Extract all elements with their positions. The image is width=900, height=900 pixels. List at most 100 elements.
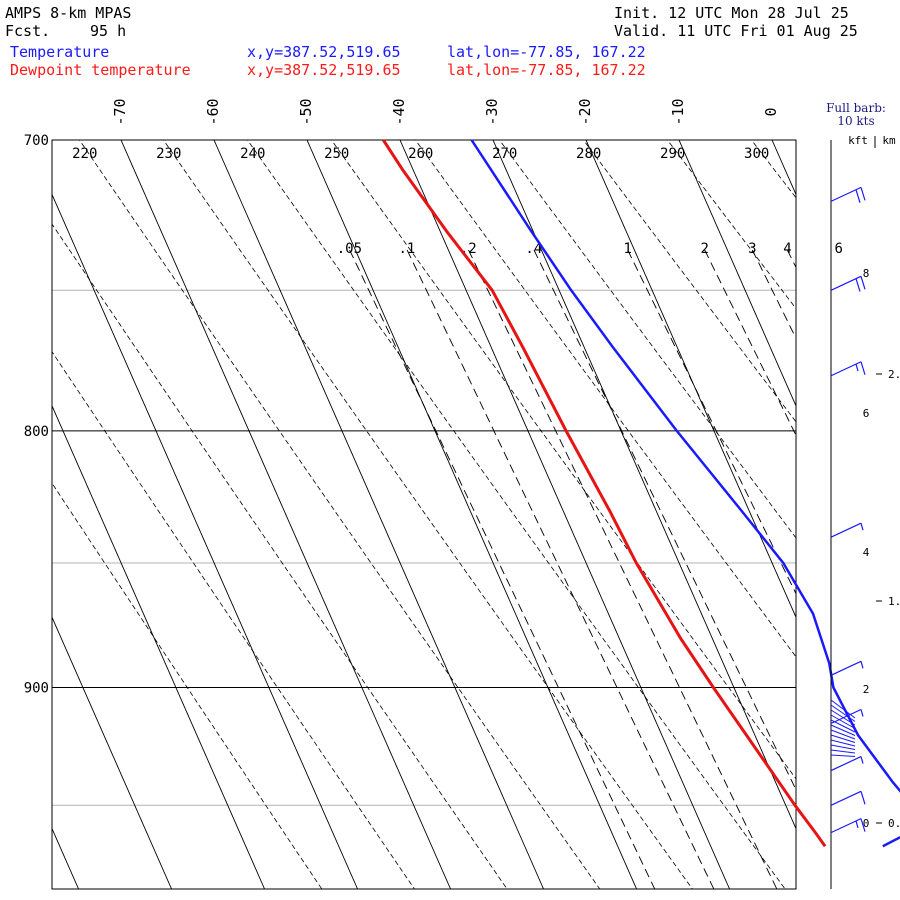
diagram-lines [52, 140, 900, 890]
isotherm--110 [52, 827, 79, 889]
wind-barb-4 [830, 660, 864, 676]
kft-tick-6: 6 [863, 407, 870, 420]
dewpoint-profile [382, 139, 827, 848]
isotherm--100 [52, 616, 172, 889]
adiabat-label-280: 280 [576, 146, 601, 162]
wind-barb-8 [830, 186, 866, 203]
pressure-label-700: 700 [24, 133, 49, 149]
wind-barb-lowlevel-4 [830, 719, 856, 733]
adiabat-label-270: 270 [492, 146, 517, 162]
mixing-ratio-label-1: .1 [399, 241, 416, 257]
dry-adiabat-200 [52, 351, 415, 889]
kft-tick-4: 4 [863, 546, 870, 559]
mixing-ratio-1 [627, 249, 796, 595]
isotherm-label-0: 0 [762, 107, 780, 116]
dewpoint-legend: Dewpoint temperature [10, 61, 191, 79]
dry-adiabat-260 [414, 140, 796, 658]
km-axis-label: km [882, 134, 896, 147]
dry-adiabat-230 [162, 140, 693, 889]
dry-adiabat-190 [52, 482, 323, 889]
mixing-ratio-label-7: 4 [783, 241, 791, 257]
mixing-ratio-0.2 [468, 249, 778, 889]
km-tick-0: 0. [888, 817, 900, 830]
plot-frame [51, 139, 797, 890]
isotherm-label--70: -70 [111, 98, 129, 125]
isotherm-label--50: -50 [297, 98, 315, 125]
isotherm-10 [865, 140, 900, 889]
wind-barb-7 [830, 275, 866, 292]
isotherm--60 [213, 140, 544, 889]
pressure-label-800: 800 [24, 424, 49, 440]
isotherm--50 [306, 140, 637, 889]
dewpoint-latlon: lat,lon=-77.85, 167.22 [447, 61, 646, 79]
dry-adiabat-300 [750, 140, 796, 199]
wind-barb-5 [830, 522, 864, 538]
dry-adiabat-220 [78, 140, 601, 889]
barb-legend-unit: 10 kts [837, 114, 874, 128]
isotherm--30 [492, 140, 796, 830]
adiabat-label-260: 260 [408, 146, 433, 162]
wind-barb-lowlevel-8 [830, 739, 856, 747]
mixing-ratio-4 [786, 249, 796, 269]
wind-barb-lowlevel-2 [830, 709, 856, 726]
mixing-ratio-label-5: 2 [700, 241, 708, 257]
isotherm-label--40: -40 [390, 98, 408, 125]
wind-barb-lowlevel-1 [830, 704, 856, 722]
adiabat-label-290: 290 [660, 146, 685, 162]
mixing-ratio-0.05 [349, 249, 656, 889]
wind-barb-lowlevel-5 [830, 724, 856, 736]
wind-barb-2 [830, 756, 864, 772]
mixing-ratio-label-4: 1 [623, 241, 631, 257]
mixing-ratio-3 [751, 249, 796, 340]
isotherm--90 [52, 404, 265, 889]
isotherm--10 [678, 140, 796, 408]
kft-tick-8: 8 [863, 267, 870, 280]
init-time: Init. 12 UTC Mon 28 Jul 25 [614, 4, 849, 22]
isotherm-label--30: -30 [483, 98, 501, 125]
wind-barb-lowlevel-7 [830, 734, 856, 743]
wind-barb-0 [830, 818, 866, 834]
dry-adiabat-210 [52, 223, 508, 889]
dry-adiabat-250 [330, 140, 796, 780]
wind-barb-lowlevel-0 [830, 699, 856, 719]
isotherm--20 [585, 140, 796, 619]
forecast-label: Fcst. [5, 22, 51, 40]
km-tick-1: 1. [888, 595, 900, 608]
isotherm--70 [120, 140, 451, 889]
wind-barb-lowlevel-11 [830, 754, 856, 757]
mixing-ratio-label-0: .05 [337, 241, 362, 257]
wind-barb-lowlevel-9 [830, 744, 856, 750]
mixing-ratio-2 [704, 249, 796, 437]
temperature-xy: x,y=387.52,519.65 [247, 43, 401, 61]
dry-adiabat-280 [582, 140, 796, 423]
kft-tick-2: 2 [863, 683, 870, 696]
mixing-ratio-6 [839, 250, 900, 890]
adiabat-label-230: 230 [156, 146, 181, 162]
temperature-latlon: lat,lon=-77.85, 167.22 [447, 43, 646, 61]
wind-barb-lowlevel-10 [830, 749, 856, 754]
adiabat-label-220: 220 [72, 146, 97, 162]
dry-adiabat-240 [247, 140, 786, 889]
mixing-ratio-0.1 [406, 249, 715, 889]
temperature-legend: Temperature [10, 43, 110, 61]
barb-legend-title: Full barb: [826, 101, 886, 115]
valid-time: Valid. 11 UTC Fri 01 Aug 25 [614, 22, 858, 40]
mixing-ratio-label-8: 6 [834, 241, 842, 257]
kft-tick-0: 0 [863, 817, 870, 830]
mixing-ratio-label-3: .4 [525, 241, 542, 257]
adiabat-label-300: 300 [744, 146, 769, 162]
wind-barb-1 [830, 790, 866, 806]
isotherm-label--10: -10 [669, 98, 687, 125]
model-title: AMPS 8-km MPAS [5, 4, 132, 22]
wind-barb-lowlevel-6 [830, 729, 856, 740]
isotherm--40 [399, 140, 730, 889]
adiabat-label-250: 250 [324, 146, 349, 162]
temperature-profile [470, 139, 900, 848]
dewpoint-xy: x,y=387.52,519.65 [247, 61, 401, 79]
mixing-ratio-label-6: 3 [748, 241, 756, 257]
wind-barb-6 [830, 361, 866, 377]
dry-adiabat-290 [666, 140, 796, 310]
adiabat-label-240: 240 [240, 146, 265, 162]
pressure-label-900: 900 [24, 680, 49, 696]
wind-barb-3 [830, 708, 864, 725]
